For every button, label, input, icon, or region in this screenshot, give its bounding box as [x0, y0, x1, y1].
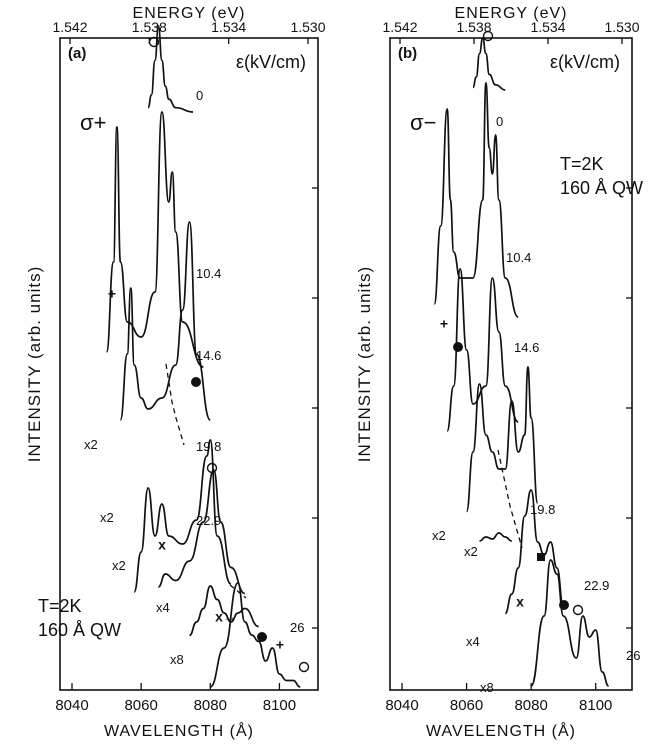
filled-circle-marker — [559, 600, 569, 610]
multiplier-label: x8 — [170, 652, 184, 667]
spectrum-22-9 — [158, 469, 246, 595]
x-tick-label: 8100 — [263, 697, 296, 714]
peak-marker-label: + — [108, 286, 116, 302]
field-value-label: 26 — [626, 648, 640, 663]
x-axis-title: WAVELENGTH (Å) — [426, 721, 576, 740]
sample-note: 160 Å QW — [38, 620, 121, 640]
field-header: ε(kV/cm) — [236, 52, 306, 72]
peak-marker-label: x — [516, 594, 524, 610]
multiplier-label: x4 — [466, 634, 480, 649]
field-value-label: 22.9 — [584, 578, 609, 593]
spectrum-14-6 — [119, 221, 212, 421]
open-circle-marker — [298, 661, 310, 673]
spectrum-10-4 — [105, 111, 204, 368]
panel-label: (b) — [398, 45, 417, 62]
multiplier-label: x4 — [156, 600, 170, 615]
spectrum-19-8 — [479, 532, 512, 542]
filled-circle-marker — [191, 377, 201, 387]
multiplier-label: x2 — [84, 437, 98, 452]
x-tick-label: 8060 — [450, 697, 483, 714]
spectrum-26 — [530, 559, 610, 687]
top-axis-title: ENERGY (eV) — [133, 5, 246, 22]
spectrum-22-9 — [504, 489, 565, 615]
top-tick-label: 1.542 — [382, 19, 417, 35]
open-circle-marker — [206, 462, 218, 474]
sample-note: 160 Å QW — [560, 178, 643, 198]
peak-tracking-line — [165, 363, 185, 446]
x-axis-title: WAVELENGTH (Å) — [104, 721, 254, 740]
field-value-label: 22.9 — [196, 513, 221, 528]
spectrum-26 — [209, 582, 301, 688]
plot-frame — [59, 37, 319, 691]
sample-note: T=2K — [38, 596, 82, 616]
panel-b — [389, 30, 633, 691]
plot-frame — [389, 37, 633, 691]
peak-marker-label: + — [440, 316, 448, 332]
field-value-label: 10.4 — [506, 250, 531, 265]
peak-marker-label: x→ — [215, 609, 237, 625]
x-tick-label: 8040 — [385, 697, 418, 714]
field-value-label: 14.6 — [514, 340, 539, 355]
multiplier-label: x2 — [432, 528, 446, 543]
y-axis-title: INTENSITY (arb. units) — [355, 266, 374, 462]
spectrum-0 — [472, 37, 506, 91]
top-tick-label: 1.534 — [211, 19, 246, 35]
multiplier-label: x2 — [464, 544, 478, 559]
polarization-label: σ+ — [80, 110, 106, 135]
multiplier-label: x2 — [112, 558, 126, 573]
open-circle-marker — [482, 30, 494, 42]
panel-label: (a) — [68, 45, 86, 62]
peak-marker-label: + — [276, 637, 284, 653]
peak-marker-label: x — [158, 537, 166, 553]
peak-tracking-line — [229, 584, 247, 599]
open-circle-marker — [148, 36, 160, 48]
field-value-label: 19.8 — [530, 502, 555, 517]
top-tick-label: 1.530 — [290, 19, 325, 35]
field-header: ε(kV/cm) — [550, 52, 620, 72]
multiplier-label: x2 — [100, 510, 114, 525]
spectrum-10-4 — [433, 82, 520, 318]
top-tick-label: 1.530 — [604, 19, 639, 35]
top-axis-title: ENERGY (eV) — [455, 5, 568, 22]
top-tick-label: 1.542 — [52, 19, 87, 35]
field-value-label: 0 — [196, 88, 203, 103]
field-value-label: 19.8 — [196, 439, 221, 454]
x-tick-label: 8100 — [579, 697, 612, 714]
x-tick-label: 8040 — [55, 697, 88, 714]
field-value-label: 10.4 — [196, 266, 221, 281]
x-tick-label: 8080 — [514, 697, 547, 714]
y-axis-title: INTENSITY (arb. units) — [25, 266, 44, 462]
sample-note: T=2K — [560, 154, 604, 174]
spectrum-19-8 — [465, 366, 539, 513]
top-tick-label: 1.534 — [530, 19, 565, 35]
filled-circle-marker — [453, 342, 463, 352]
top-tick-label: 1.538 — [132, 19, 167, 35]
top-tick-label: 1.538 — [456, 19, 491, 35]
x-tick-label: 8080 — [194, 697, 227, 714]
x-tick-label: 8060 — [124, 697, 157, 714]
field-value-label: 14.6 — [196, 348, 221, 363]
polarization-label: σ− — [410, 110, 436, 135]
filled-circle-marker — [257, 632, 267, 642]
peak-tracking-line — [497, 449, 523, 549]
field-value-label: 26 — [290, 620, 304, 635]
spectrum-0 — [147, 25, 194, 113]
multiplier-label: x8 — [480, 680, 494, 695]
spectrum-19-8 — [133, 439, 232, 593]
open-circle-marker — [572, 604, 584, 616]
filled-square-marker — [537, 553, 545, 561]
field-value-label: 0 — [496, 114, 503, 129]
panel-a — [59, 25, 319, 691]
